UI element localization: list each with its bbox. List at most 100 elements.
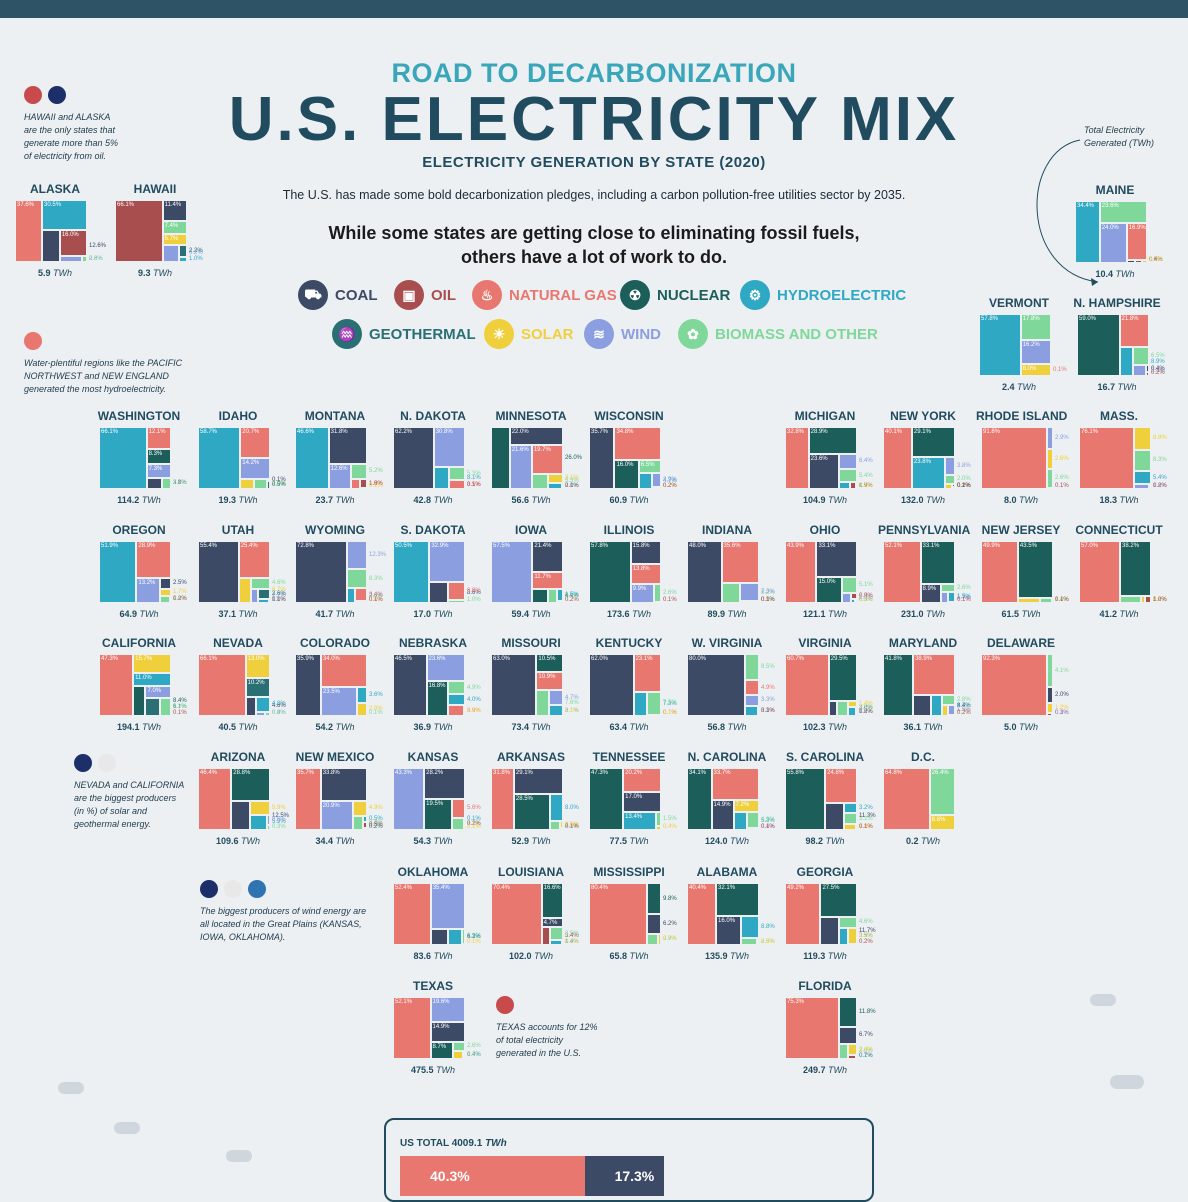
segment-label: 20.2% [625,770,643,776]
segment-nuclear [716,883,759,917]
state-total-unit: TWh [142,722,162,732]
segment-label: 0.2% [957,482,971,489]
state-name: HAWAII [133,182,177,196]
oklahoma-flag-icon [248,880,266,898]
state-total: 9.3 TWh [110,268,200,278]
state-total: 83.6 TWh [388,951,478,961]
segment-label: 2.2% [272,592,286,599]
segment-wind [744,695,759,706]
segment-label: 1.4% [565,939,579,945]
state-total-unit: TWh [828,495,848,505]
segment-label: 40.4% [689,885,707,891]
segment-label: 48.0% [689,543,707,549]
legend-item-nuclear: ☢ NUCLEAR [620,278,730,312]
segment-label: 22.0% [511,429,529,435]
state-total: 109.6 TWh [193,836,283,846]
segment-hydro [256,696,270,713]
segment-coal [162,200,187,221]
state-treemap: 34.1% 33.7% 14.9% 7.2% 5.3% 4.3% 0.4% 0.1% [687,768,775,831]
state-name: ALABAMA [696,865,758,879]
segment-label: 0.1% [663,710,677,716]
segment-label: 59.0% [1079,316,1097,322]
segment-oil [1047,712,1052,716]
segment-solar [854,599,857,603]
state-total: 59.4 TWh [486,609,576,619]
note-texas: TEXAS accounts for 12% of total electric… [496,996,606,1060]
segment-solar [547,473,563,483]
state-total-unit: TWh [1119,609,1139,619]
segment-solar [464,705,467,716]
segment-solar [355,601,365,604]
segment-label: 1.0% [189,256,203,262]
segment-nuclear [920,541,955,584]
state-name: GEORGIA [796,865,854,879]
segment-label: 2.0% [565,482,579,489]
segment-label: 0.1% [1055,483,1069,489]
state-total-unit: TWh [335,836,355,846]
segment-bio [1020,314,1051,341]
state-total: 64.9 TWh [94,609,184,619]
state-total: 42.8 TWh [388,495,478,505]
segment-solar [359,488,367,491]
segment-bio [347,569,367,589]
segment-solar [658,933,661,945]
state-name: W. VIRGINIA [691,636,763,650]
state-treemap: 57.8% 17.8% 16.2% 8.0% 0.1% [979,314,1067,376]
segment-hydro [178,256,187,262]
segment-wind [59,256,83,262]
segment-gas [614,427,661,461]
segment-label: 3.8% [957,462,971,469]
state-total-value: 9.3 [137,268,151,278]
segment-wind [1099,223,1127,263]
segment-label: 3.5% [859,933,873,940]
segment-wind [549,689,563,706]
state-total-value: 475.5 [410,1065,434,1075]
segment-hydro [740,916,759,939]
segment-bio [1047,468,1053,489]
segment-label: 43.3% [395,770,413,776]
segment-hydro [843,802,857,814]
segment-bio [1133,347,1149,366]
segment-gas [1119,314,1149,348]
state-name: MARYLAND [888,636,958,650]
state-total-unit: TWh [335,609,355,619]
segment-label: 46.4% [200,770,218,776]
state-treemap: 52.1% 33.1% 8.9% 2.6% 1.7% 1.5% 0.1% [883,541,971,605]
us-total-gas-pct: 40.3% [430,1168,470,1184]
segment-solar [562,939,565,945]
segment-label: 27.5% [822,885,840,891]
segment-label: 0.1% [1055,710,1069,716]
state-total-value: 63.4 [609,722,627,732]
state-total-value: 61.5 [1001,609,1019,619]
segment-label: 3.5% [467,481,481,488]
segment-hydro [911,457,946,489]
segment-bio [656,811,661,827]
segment-label: 0.4% [369,597,383,603]
segment-label: 23.5% [322,688,340,695]
segment-oil [1047,488,1053,491]
state-total-unit: TWh [632,609,652,619]
segment-label: 11.0% [135,674,152,681]
state-total-unit: TWh [727,609,747,619]
segment-label: 3.2% [1153,596,1167,603]
segment-label: 6.5% [640,462,655,469]
segment-nuclear [541,883,563,918]
state-total: 41.7 TWh [290,609,380,619]
segment-label: 0.1% [957,597,971,603]
segment-nuclear [424,798,452,830]
state-total-value: 173.6 [606,609,630,619]
segment-wind [328,464,352,489]
segment-label: 34.1% [689,770,707,776]
segment-label: 3.0% [859,705,873,712]
state-total-unit: TWh [629,495,649,505]
segment-label: 0.2% [467,707,481,714]
segment-label: 0.1% [467,481,481,488]
segment-label: 0.1% [369,710,383,716]
state-treemap: 34.4% 23.6% 24.0% 16.9% 0.5% 0.4% 0.3% [1075,201,1163,263]
segment-oil [850,592,857,600]
state-name: COLORADO [300,636,370,650]
segment-oil [464,480,467,489]
segment-hydro [250,814,268,830]
state-name: S. DAKOTA [400,523,466,537]
segment-label: 6.4% [859,458,873,465]
